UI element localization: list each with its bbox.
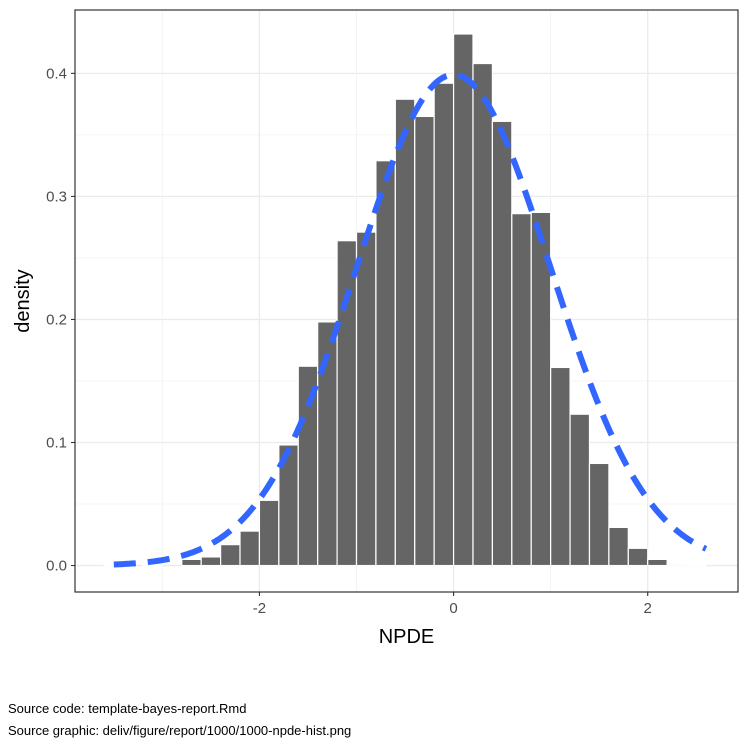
y-tick-label: 0.0 <box>46 558 67 575</box>
histogram-bar <box>666 563 688 567</box>
histogram-bar <box>200 556 222 567</box>
axis-ticks: 0.0 0.1 0.2 0.3 0.4 -2 0 2 <box>46 65 652 617</box>
histogram-bar <box>491 120 513 567</box>
histogram-bar <box>394 98 416 567</box>
histogram-bar <box>258 499 280 567</box>
x-tick-label: 2 <box>644 600 652 617</box>
histogram-bar-small <box>685 563 707 567</box>
histogram-bars <box>103 33 707 567</box>
histogram-bar <box>452 33 474 567</box>
histogram-bar <box>181 558 202 567</box>
histogram-bar <box>414 115 435 567</box>
y-tick-label: 0.4 <box>46 65 67 82</box>
histogram-bar <box>375 160 396 567</box>
y-tick-label: 0.1 <box>46 435 67 452</box>
histogram-bar <box>220 544 241 567</box>
histogram-bar <box>588 462 610 567</box>
plot-panel-border <box>74 9 739 593</box>
normal-density-curve <box>113 71 708 568</box>
histogram-bar <box>608 526 629 567</box>
y-axis-title: density <box>12 269 34 332</box>
histogram-bar <box>511 213 532 567</box>
histogram-bar-small <box>142 563 163 567</box>
histogram-bar <box>472 62 494 567</box>
x-tick-label: -2 <box>253 600 266 617</box>
npde-histogram-chart: 0.0 0.1 0.2 0.3 0.4 -2 0 2 NPDE density <box>12 9 739 648</box>
histogram-bar <box>627 547 649 567</box>
histogram-bar <box>569 413 591 567</box>
histogram-bar <box>355 231 377 567</box>
source-graphic-note: Source graphic: deliv/figure/report/1000… <box>8 723 352 738</box>
y-tick-label: 0.3 <box>46 188 67 205</box>
histogram-bar <box>433 82 455 567</box>
histogram-bar <box>550 366 571 567</box>
histogram-bar <box>239 530 261 567</box>
histogram-bar <box>647 558 668 567</box>
source-code-note: Source code: template-bayes-report.Rmd <box>8 701 247 716</box>
x-tick-label: 0 <box>449 600 457 617</box>
y-tick-label: 0.2 <box>46 311 67 328</box>
x-axis-title: NPDE <box>379 626 435 648</box>
